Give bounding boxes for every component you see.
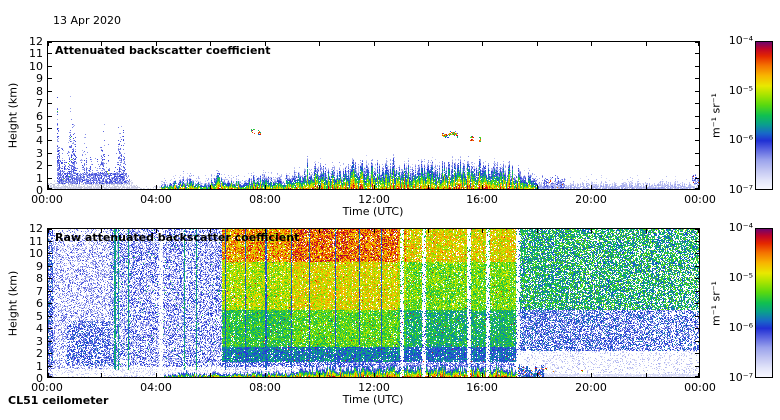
colorbar-tick-label: 10⁻⁴: [728, 221, 753, 234]
x-tick-label: 00:00: [684, 193, 716, 206]
x-tick-label: 00:00: [31, 193, 63, 206]
x-tick-label: 16:00: [466, 193, 498, 206]
y-tick-label: 10: [29, 247, 43, 260]
panel-title: Attenuated backscatter coefficient: [55, 44, 271, 57]
colorbar-tick-label: 10⁻⁵: [728, 271, 753, 284]
x-axis-label: Time (UTC): [342, 393, 404, 406]
colorbar-tick-label: 10⁻⁷: [728, 183, 753, 196]
panel-title: Raw attenuated backscatter coefficient: [55, 231, 300, 244]
colorbar-tick-label: 10⁻⁶: [728, 133, 753, 146]
colorbar-tick-label: 10⁻⁶: [728, 321, 753, 334]
colorbar-unit-label: m⁻¹ sr⁻¹: [709, 93, 723, 138]
y-tick-label: 6: [36, 110, 43, 123]
colorbar-tick-label: 10⁻⁵: [728, 84, 753, 97]
y-tick-label: 2: [36, 347, 43, 360]
x-tick-label: 04:00: [140, 193, 172, 206]
colorbar-unit-label: m⁻¹ sr⁻¹: [709, 281, 723, 326]
y-tick-label: 5: [36, 122, 43, 135]
x-tick-label: 08:00: [249, 381, 281, 394]
x-tick-label: 00:00: [684, 381, 716, 394]
y-tick-label: 9: [36, 72, 43, 85]
y-tick-label: 0: [36, 372, 43, 385]
x-tick-label: 00:00: [31, 381, 63, 394]
y-tick-label: 8: [36, 85, 43, 98]
y-tick-label: 12: [29, 222, 43, 235]
y-tick-label: 4: [36, 322, 43, 335]
raw-attenuated-backscatter-heatmap: [47, 228, 700, 378]
x-tick-label: 08:00: [249, 193, 281, 206]
y-tick-label: 6: [36, 297, 43, 310]
x-axis-label: Time (UTC): [342, 205, 404, 218]
y-tick-label: 7: [36, 285, 43, 298]
y-tick-label: 0: [36, 184, 43, 197]
y-tick-label: 1: [36, 360, 43, 373]
colorbar-tick-label: 10⁻⁴: [728, 34, 753, 47]
x-tick-label: 20:00: [575, 193, 607, 206]
x-tick-label: 12:00: [358, 193, 390, 206]
colorbar: [755, 228, 773, 378]
y-tick-label: 5: [36, 310, 43, 323]
instrument-label: CL51 ceilometer: [8, 394, 109, 407]
attenuated-backscatter-heatmap: [47, 41, 700, 190]
x-tick-label: 16:00: [466, 381, 498, 394]
x-tick-label: 20:00: [575, 381, 607, 394]
y-tick-label: 7: [36, 97, 43, 110]
y-tick-label: 2: [36, 159, 43, 172]
x-tick-label: 12:00: [358, 381, 390, 394]
y-tick-label: 11: [29, 235, 43, 248]
y-tick-label: 1: [36, 172, 43, 185]
y-tick-label: 3: [36, 147, 43, 160]
colorbar-tick-label: 10⁻⁷: [728, 371, 753, 384]
y-tick-label: 10: [29, 60, 43, 73]
date-label: 13 Apr 2020: [53, 14, 122, 27]
colorbar: [755, 41, 773, 190]
y-tick-label: 8: [36, 272, 43, 285]
y-tick-label: 9: [36, 260, 43, 273]
y-tick-label: 12: [29, 35, 43, 48]
y-tick-label: 4: [36, 134, 43, 147]
y-tick-label: 11: [29, 47, 43, 60]
y-tick-label: 3: [36, 335, 43, 348]
x-tick-label: 04:00: [140, 381, 172, 394]
